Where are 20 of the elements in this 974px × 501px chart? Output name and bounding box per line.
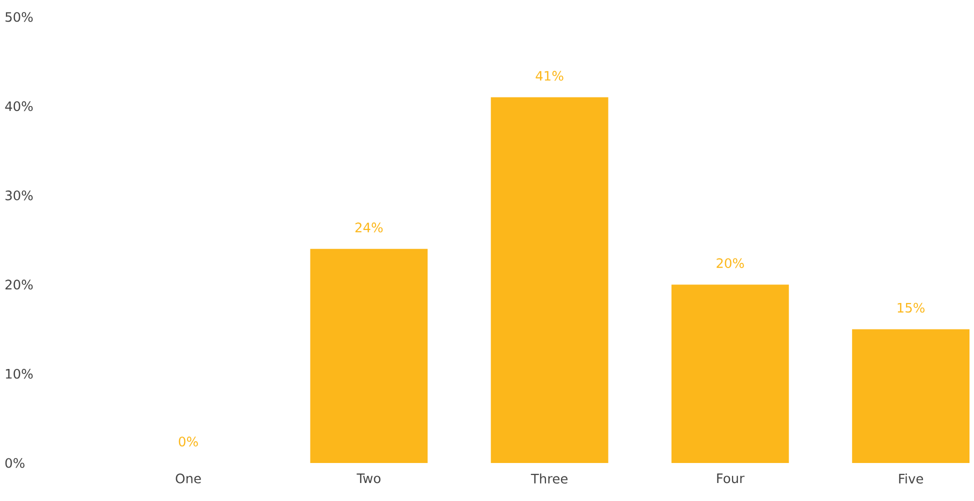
y-tick-label: 30% (6, 190, 33, 200)
y-tick-label: 40% (5, 101, 33, 112)
bar (852, 329, 970, 463)
y-tick-label: 20% (5, 280, 33, 290)
x-tick-label: One (176, 474, 201, 484)
y-tick-label: 0% (5, 458, 24, 468)
x-tick-label: Two (356, 474, 380, 484)
bar (671, 284, 789, 463)
data-label: 41% (536, 70, 564, 81)
x-tick-label: Four (717, 474, 744, 484)
data-label: 24% (355, 222, 383, 232)
x-tick-label: Five (899, 474, 924, 484)
bar (310, 248, 428, 463)
x-tick-label: Three (530, 474, 568, 484)
data-label: 0% (178, 436, 198, 446)
bar (490, 97, 608, 463)
data-label: 15% (898, 302, 925, 313)
y-tick-label: 10% (6, 368, 33, 379)
y-tick-label: 50% (6, 12, 33, 22)
data-label: 20% (716, 258, 744, 268)
